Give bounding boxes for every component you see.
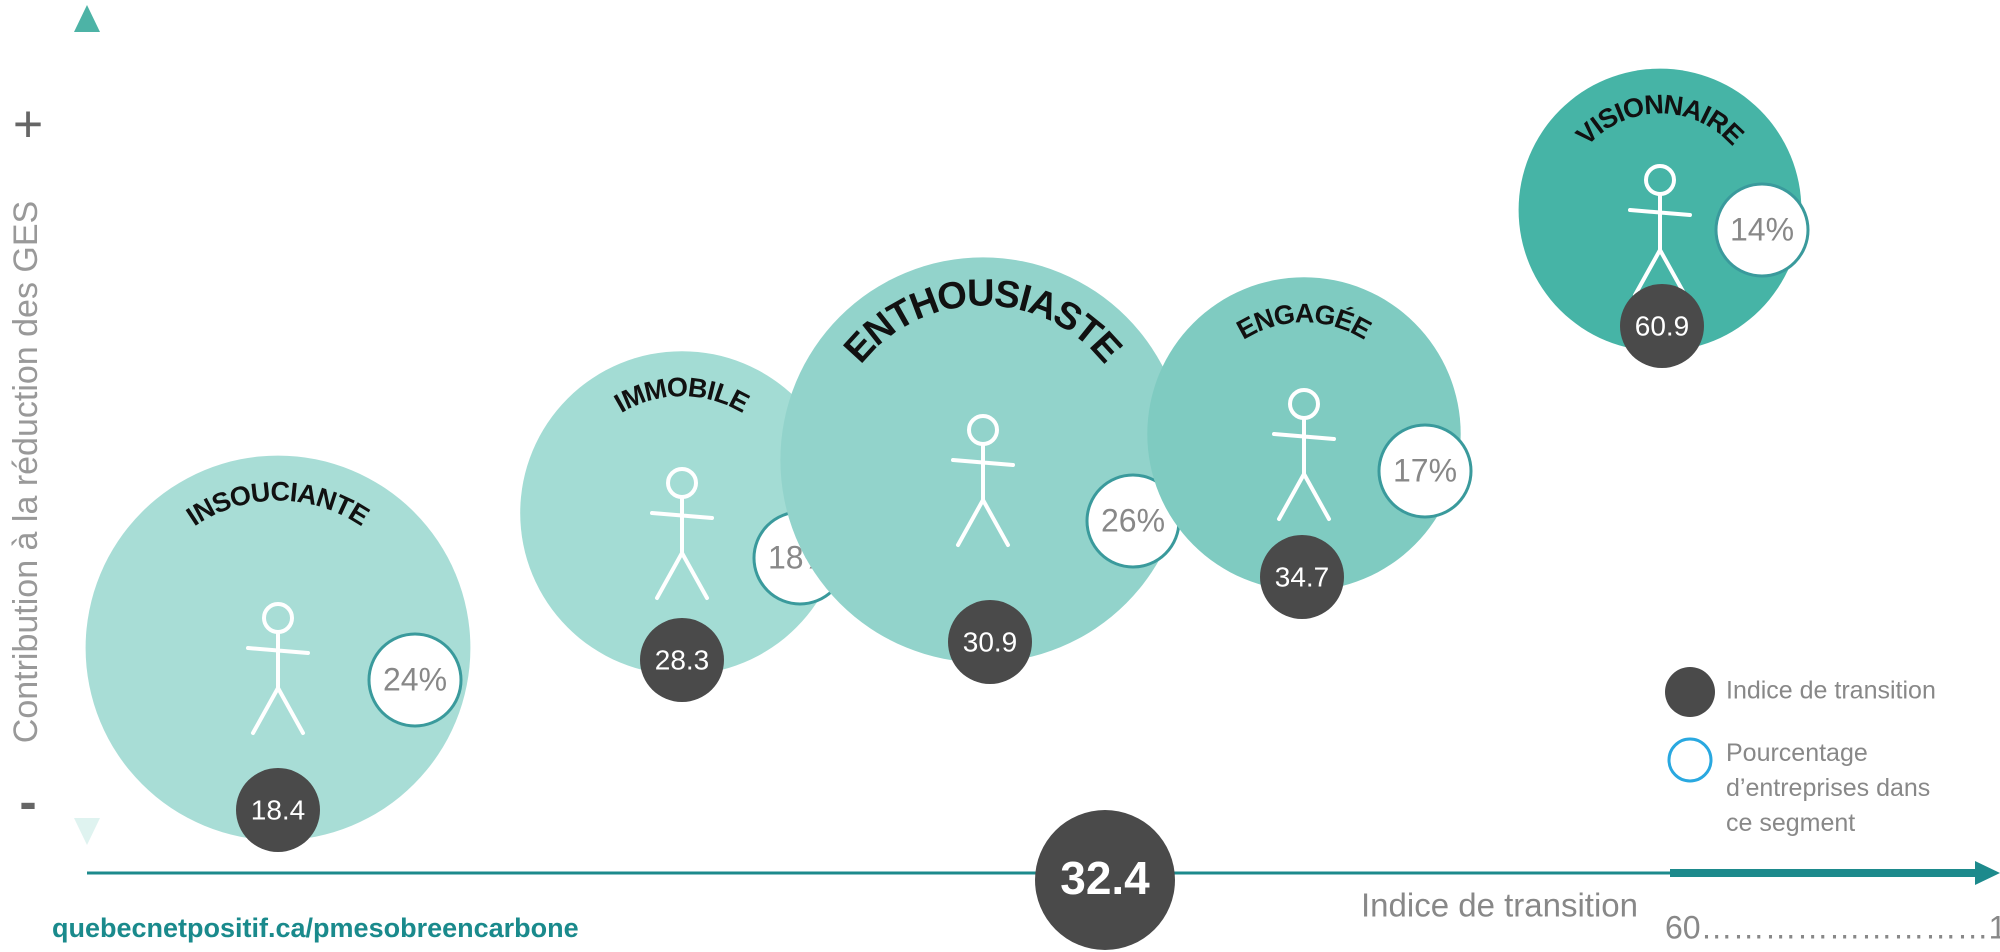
legend-ring xyxy=(1667,737,1713,783)
percent-ring xyxy=(1714,182,1810,278)
percent-label: 14% xyxy=(1730,211,1794,247)
y-end-plus: + xyxy=(13,96,43,154)
percent-label: 26% xyxy=(1101,502,1165,538)
percent-label: 17% xyxy=(1393,452,1457,488)
index-dot xyxy=(948,600,1032,684)
x-arrow xyxy=(1975,861,2000,885)
index-dot xyxy=(236,768,320,852)
index-label: 34.7 xyxy=(1275,561,1330,592)
y-arrow-up xyxy=(74,5,100,32)
icon-body xyxy=(650,495,714,600)
percent-ring xyxy=(367,632,463,728)
icon-body xyxy=(1272,416,1336,521)
icon-body xyxy=(1628,192,1692,297)
index-dot xyxy=(1260,535,1344,619)
legend-label: Indice de transition xyxy=(1726,677,1936,705)
icon-body xyxy=(246,630,310,735)
icon xyxy=(650,467,714,600)
average-circle xyxy=(1035,810,1175,950)
index-label: 30.9 xyxy=(963,626,1018,657)
y-arrow-down xyxy=(74,818,100,845)
percent-ring xyxy=(1377,423,1473,519)
index-label: 18.4 xyxy=(251,794,306,825)
index-label: 28.3 xyxy=(655,644,710,675)
source: quebecnetpositif.ca/pmesobreencarbone xyxy=(52,913,579,943)
icon xyxy=(246,602,310,735)
average-label: 32.4 xyxy=(1060,852,1150,904)
legend-dot xyxy=(1665,667,1715,717)
percent-label: 24% xyxy=(383,661,447,697)
index-label: 60.9 xyxy=(1635,310,1690,341)
icon-body xyxy=(951,442,1015,547)
icon xyxy=(1272,388,1336,521)
icon xyxy=(951,414,1015,547)
x-axis-label: Indice de transition xyxy=(1361,887,1638,924)
x-range-label: 60………………………100 xyxy=(1665,909,2000,945)
index-dot xyxy=(1620,284,1704,368)
y-end-minus: - xyxy=(19,774,36,832)
legend-label: Pourcentage d’entreprises dans ce segmen… xyxy=(1726,739,1931,837)
index-dot xyxy=(640,618,724,702)
icon xyxy=(1628,164,1692,297)
y-axis-label: Contribution à la réduction des GES xyxy=(7,201,45,743)
